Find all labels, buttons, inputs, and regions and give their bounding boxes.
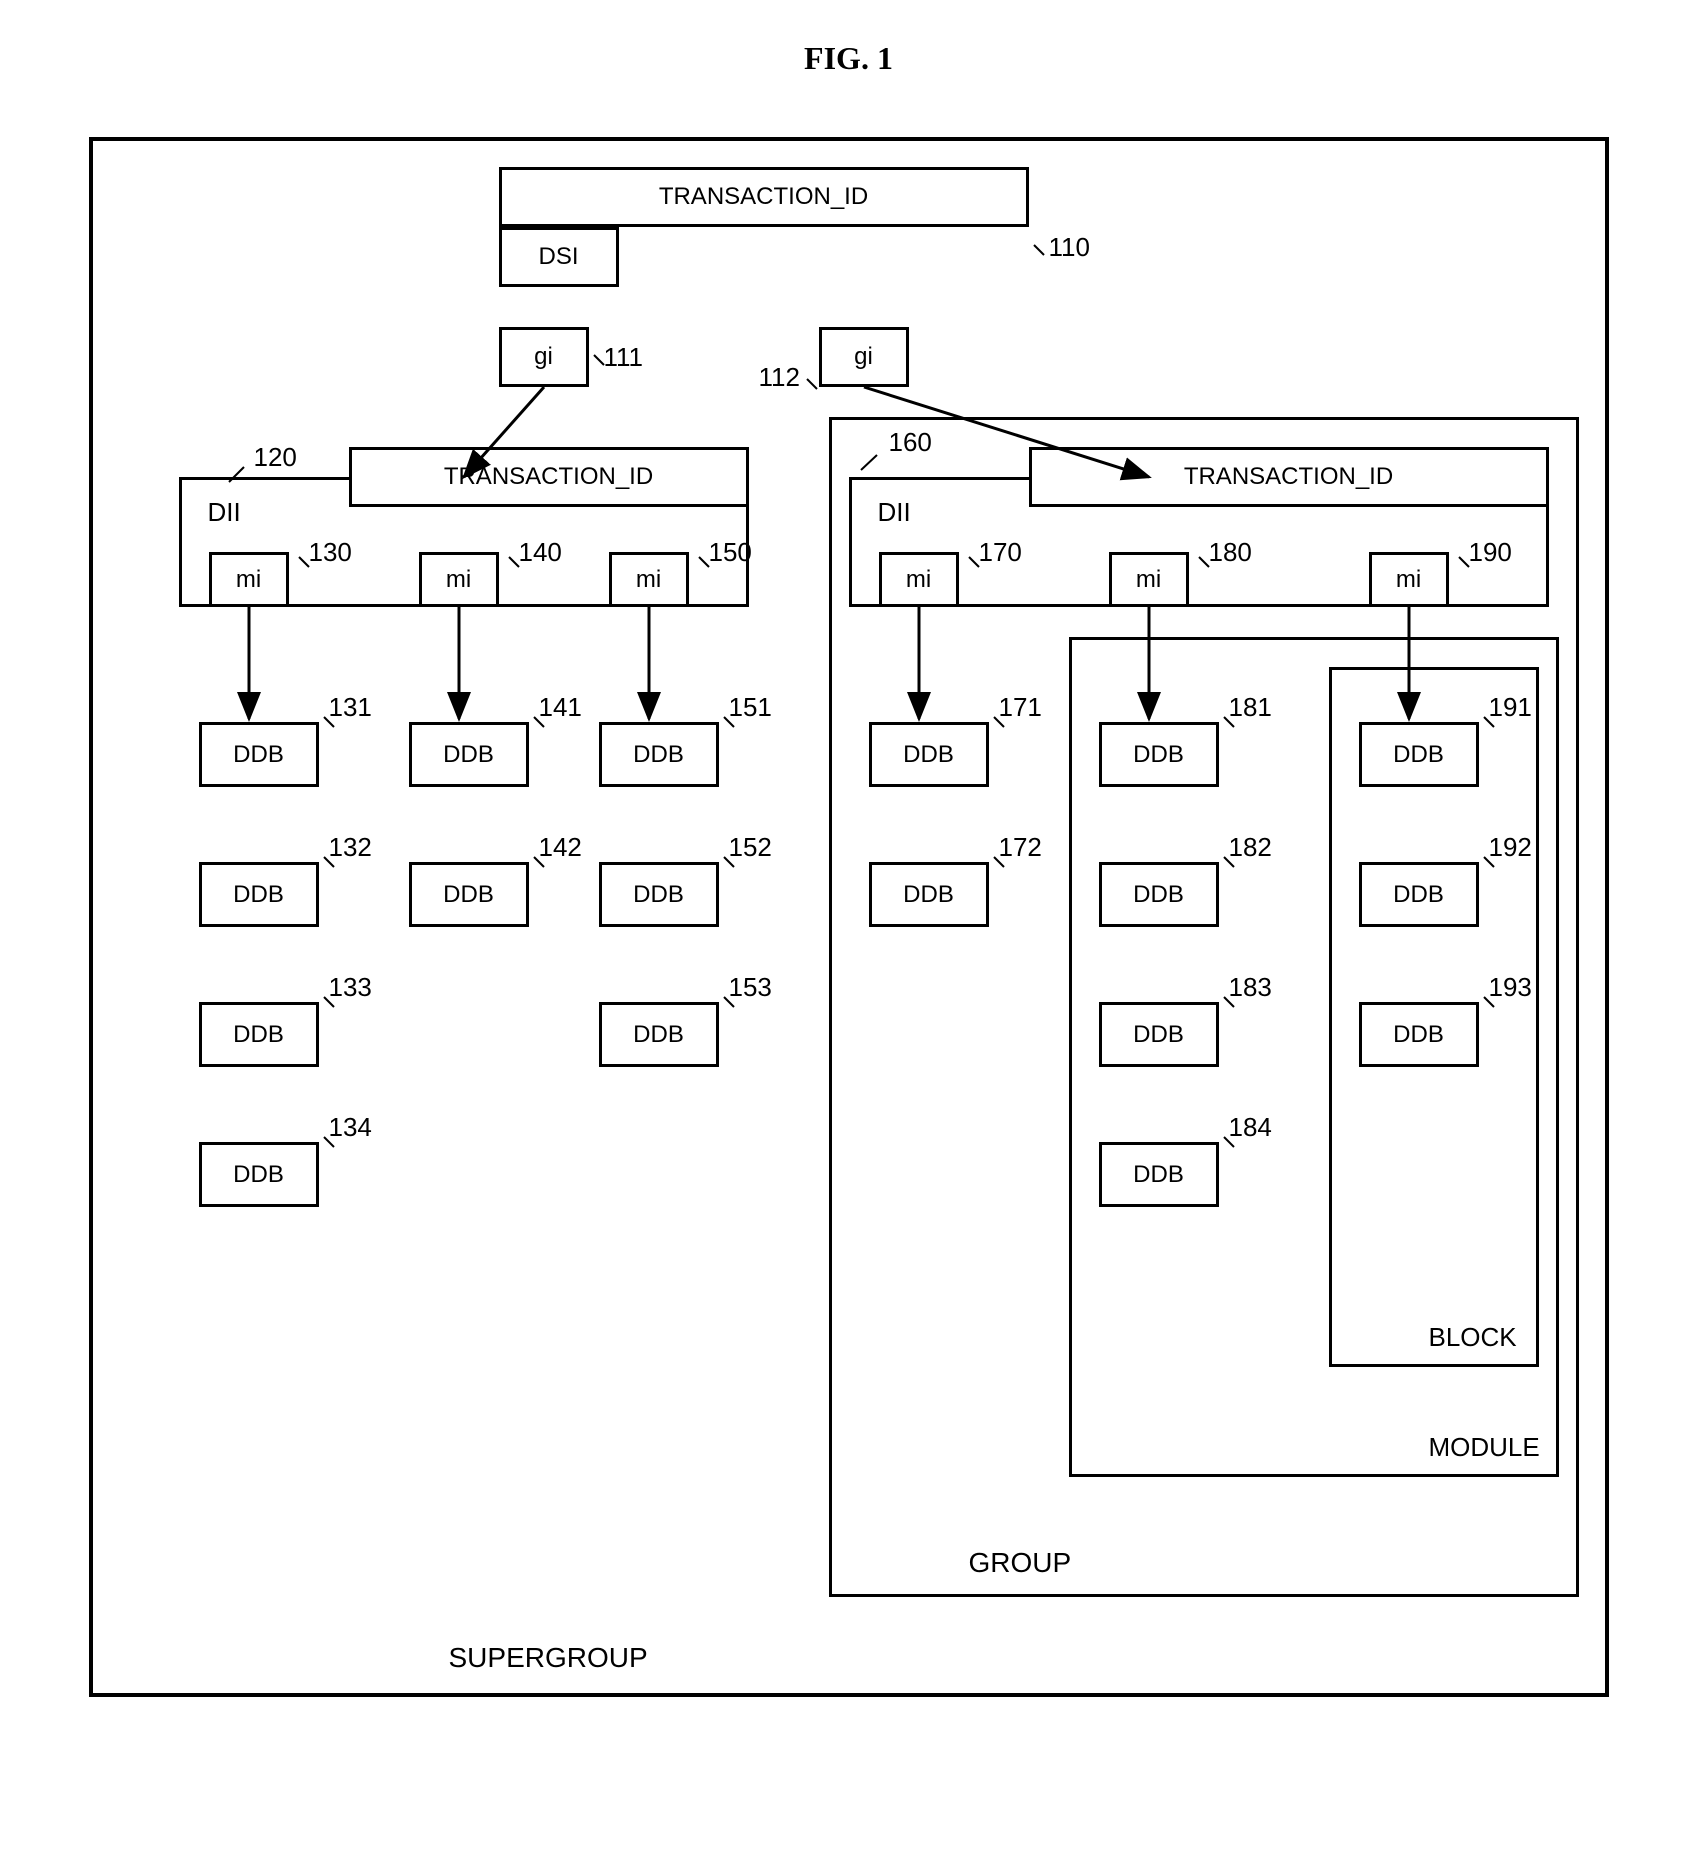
ref-191: 191 — [1489, 692, 1532, 723]
ddb-133: DDB — [199, 1002, 319, 1067]
transaction-id-top: TRANSACTION_ID — [499, 167, 1029, 227]
transaction-id-left: TRANSACTION_ID — [349, 447, 749, 507]
block-label: BLOCK — [1429, 1322, 1517, 1353]
ref-134: 134 — [329, 1112, 372, 1143]
supergroup-label: SUPERGROUP — [449, 1642, 648, 1674]
ddb-183: DDB — [1099, 1002, 1219, 1067]
ddb-151: DDB — [599, 722, 719, 787]
ref-192: 192 — [1489, 832, 1532, 863]
ddb-171: DDB — [869, 722, 989, 787]
ref-160: 160 — [889, 427, 932, 458]
ddb-141: DDB — [409, 722, 529, 787]
ref-190: 190 — [1469, 537, 1512, 568]
ref-131: 131 — [329, 692, 372, 723]
ddb-192: DDB — [1359, 862, 1479, 927]
ref-133: 133 — [329, 972, 372, 1003]
ref-183: 183 — [1229, 972, 1272, 1003]
ref-150: 150 — [709, 537, 752, 568]
ref-182: 182 — [1229, 832, 1272, 863]
gi-right: gi — [819, 327, 909, 387]
figure-title: FIG. 1 — [40, 40, 1657, 77]
ref-172: 172 — [999, 832, 1042, 863]
diagram-canvas: SUPERGROUP TRANSACTION_ID 110 DSI gi 111… — [49, 97, 1649, 1747]
ddb-131: DDB — [199, 722, 319, 787]
ref-141: 141 — [539, 692, 582, 723]
gi-left: gi — [499, 327, 589, 387]
dsi-box: DSI — [499, 227, 619, 287]
ref-184: 184 — [1229, 1112, 1272, 1143]
ddb-153: DDB — [599, 1002, 719, 1067]
ddb-172: DDB — [869, 862, 989, 927]
ref-111: 111 — [604, 342, 644, 373]
ddb-191: DDB — [1359, 722, 1479, 787]
ddb-182: DDB — [1099, 862, 1219, 927]
ref-180: 180 — [1209, 537, 1252, 568]
ddb-152: DDB — [599, 862, 719, 927]
dii-left-label: DII — [204, 497, 245, 528]
ref-181: 181 — [1229, 692, 1272, 723]
module-label: MODULE — [1429, 1432, 1540, 1463]
mi-190: mi — [1369, 552, 1449, 607]
ddb-184: DDB — [1099, 1142, 1219, 1207]
ddb-193: DDB — [1359, 1002, 1479, 1067]
ddb-181: DDB — [1099, 722, 1219, 787]
ref-120: 120 — [254, 442, 297, 473]
ref-152: 152 — [729, 832, 772, 863]
mi-180: mi — [1109, 552, 1189, 607]
ref-171: 171 — [999, 692, 1042, 723]
mi-140: mi — [419, 552, 499, 607]
ref-153: 153 — [729, 972, 772, 1003]
ref-112: 112 — [759, 362, 800, 393]
ref-130: 130 — [309, 537, 352, 568]
ref-132: 132 — [329, 832, 372, 863]
ddb-134: DDB — [199, 1142, 319, 1207]
ref-140: 140 — [519, 537, 562, 568]
dii-right-label: DII — [874, 497, 915, 528]
transaction-id-right: TRANSACTION_ID — [1029, 447, 1549, 507]
ref-151: 151 — [729, 692, 772, 723]
mi-130: mi — [209, 552, 289, 607]
ref-110: 110 — [1049, 232, 1090, 263]
group-label: GROUP — [969, 1547, 1072, 1579]
ddb-142: DDB — [409, 862, 529, 927]
ddb-132: DDB — [199, 862, 319, 927]
ref-193: 193 — [1489, 972, 1532, 1003]
ref-170: 170 — [979, 537, 1022, 568]
mi-150: mi — [609, 552, 689, 607]
mi-170: mi — [879, 552, 959, 607]
ref-142: 142 — [539, 832, 582, 863]
